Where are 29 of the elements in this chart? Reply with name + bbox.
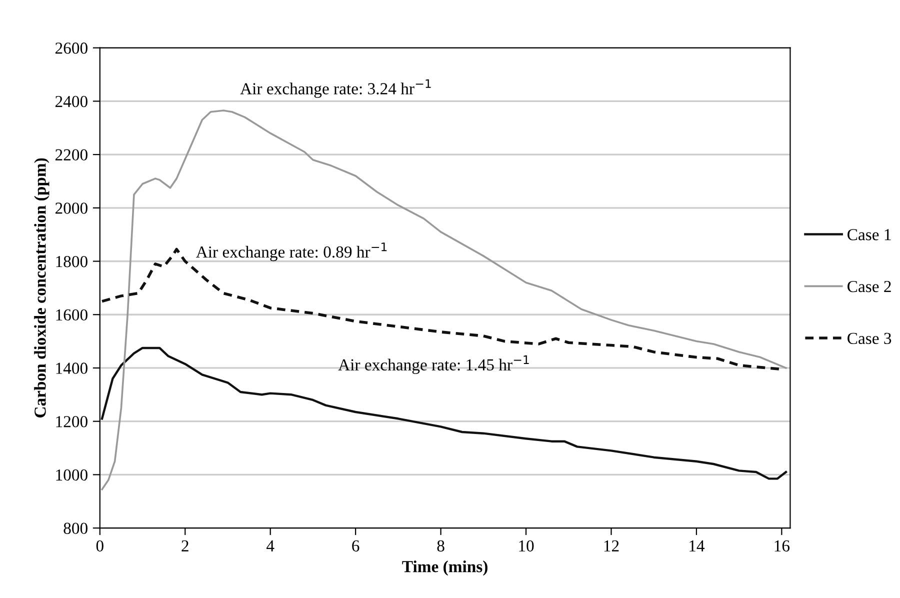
y-tick-label: 1400 (56, 362, 88, 374)
y-tick-label: 1200 (56, 416, 88, 428)
x-tick-label: 4 (266, 540, 274, 552)
y-tick-label: 2600 (55, 42, 88, 54)
x-tick-label: 6 (352, 540, 360, 552)
x-tick-label: 10 (519, 540, 534, 552)
x-tick-label: 0 (96, 540, 104, 552)
legend-label: Case 2 (848, 280, 891, 292)
x-tick-label: 16 (774, 540, 790, 552)
y-tick-label: 1800 (56, 256, 88, 268)
x-tick-label: 8 (437, 540, 444, 552)
y-tick-label: 1000 (56, 469, 88, 481)
legend-label: Case 1 (848, 229, 891, 240)
x-axis-title: Time (mins) (402, 560, 488, 576)
y-tick-label: 2400 (55, 96, 88, 108)
line-series (101, 110, 787, 490)
y-tick-label: 1600 (56, 309, 88, 321)
line-series (100, 346, 788, 480)
annotation: Air exchange rate: 1.45 hr$^{−1}$ (338, 355, 529, 374)
y-tick-label: 2000 (55, 202, 88, 214)
y-tick-label: 800 (64, 522, 88, 534)
x-tick-label: 2 (182, 540, 188, 552)
x-tick-label: 14 (690, 540, 705, 552)
y-axis-title: Carbon dioxide concentration (ppm) (34, 158, 50, 418)
y-tick-label: 2200 (55, 149, 88, 160)
annotation: Air exchange rate: 0.89 hr$^{−1}$ (196, 242, 387, 262)
x-tick-label: 12 (604, 540, 619, 552)
legend-label: Case 3 (848, 332, 892, 344)
annotation: Air exchange rate: 3.24 hr$^{−1}$ (240, 79, 431, 98)
